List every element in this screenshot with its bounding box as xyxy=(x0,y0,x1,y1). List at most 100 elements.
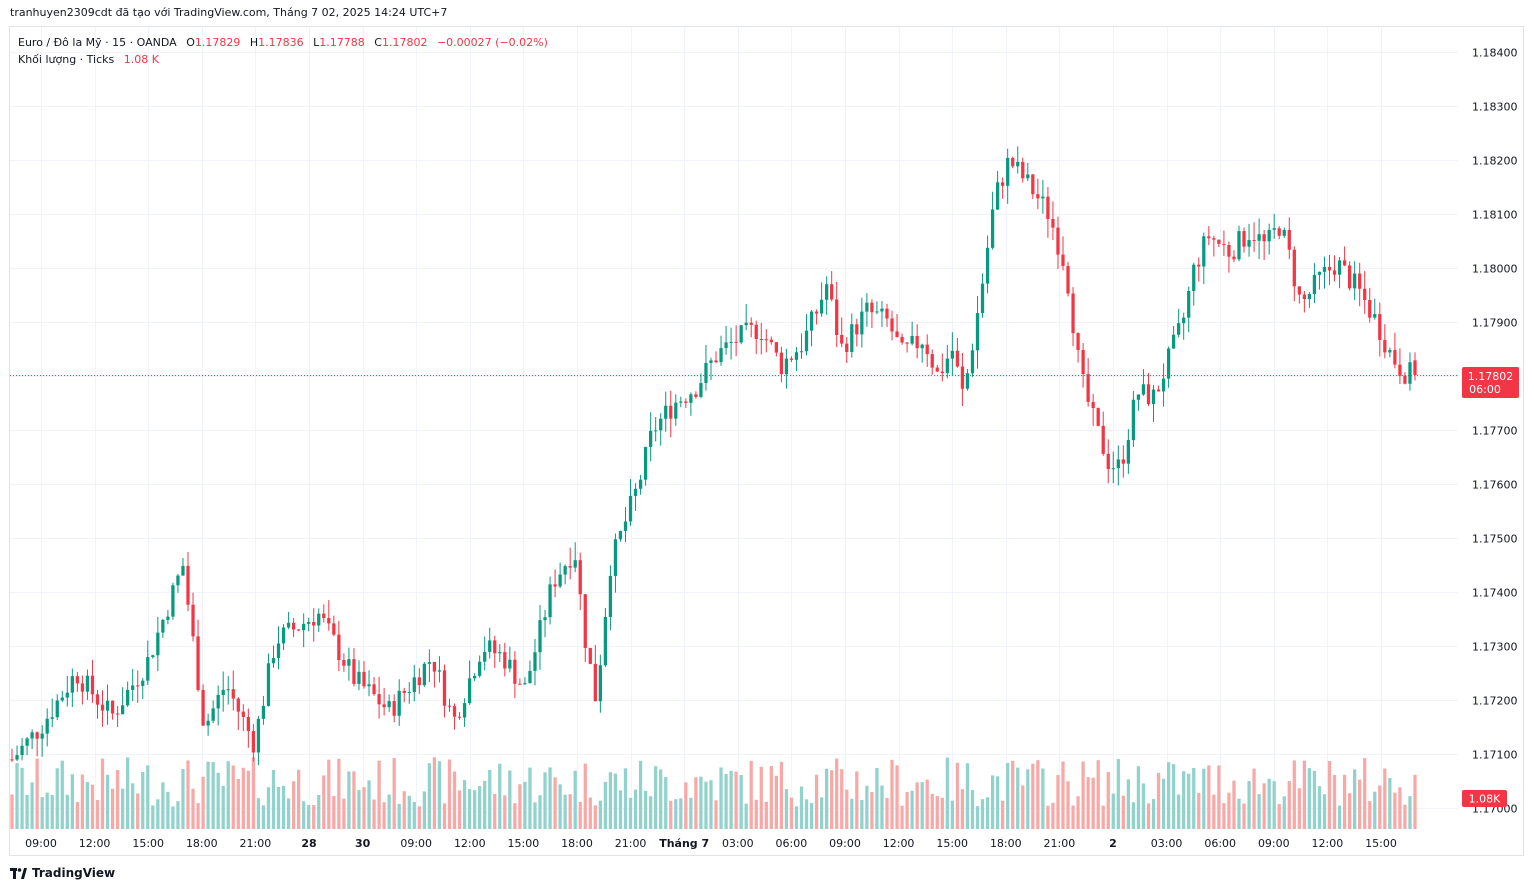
candle xyxy=(90,659,95,703)
candle-body xyxy=(618,530,623,540)
candle-body xyxy=(437,670,442,672)
candle xyxy=(377,676,381,719)
candle xyxy=(286,612,291,630)
candle xyxy=(1247,223,1251,257)
candle-body xyxy=(638,479,643,489)
volume-bar xyxy=(216,772,220,829)
candle xyxy=(136,670,140,703)
candle-body xyxy=(1091,401,1095,409)
volume-bar xyxy=(900,805,904,829)
candle-body xyxy=(518,683,522,685)
candle-body xyxy=(432,661,437,672)
volume-bar xyxy=(90,784,95,829)
time-tick-label: 18:00 xyxy=(186,837,218,850)
chart-legend: Euro / Đô la Mỹ · 15 · OANDA O1.17829 H1… xyxy=(18,34,548,68)
candle-body xyxy=(563,566,567,575)
volume-bar xyxy=(291,781,296,829)
candle-body xyxy=(704,362,708,384)
candle xyxy=(70,668,74,708)
volume-bar xyxy=(533,802,537,829)
candle xyxy=(830,271,834,302)
candle-body xyxy=(850,324,854,353)
volume-bar xyxy=(483,780,487,829)
candle-body xyxy=(25,738,29,746)
tradingview-brand: TradingView xyxy=(32,866,116,880)
volume-bar xyxy=(623,768,628,829)
candle-body xyxy=(664,405,668,419)
candle xyxy=(201,684,205,727)
candle-body xyxy=(1011,157,1015,167)
candle-body xyxy=(1222,243,1226,245)
candle-body xyxy=(35,732,39,739)
symbol-title[interactable]: Euro / Đô la Mỹ · 15 · OANDA xyxy=(18,36,177,49)
volume-bar xyxy=(1131,802,1136,829)
candle xyxy=(779,346,784,383)
volume-bar xyxy=(528,767,532,829)
volume-bar xyxy=(1166,762,1171,829)
candle xyxy=(588,647,592,665)
volume-bar xyxy=(885,797,889,829)
volume-bar xyxy=(608,772,613,829)
volume-bar xyxy=(975,806,980,829)
candle xyxy=(845,337,849,363)
candle xyxy=(649,412,653,462)
volume-bar xyxy=(769,766,773,829)
candle-body xyxy=(10,759,14,761)
candle xyxy=(1071,287,1075,347)
volume-bar xyxy=(915,782,919,829)
volume-bar xyxy=(327,759,331,829)
candle-body xyxy=(291,622,296,630)
tradingview-footer: TradingView xyxy=(10,866,115,880)
candle-body xyxy=(372,684,376,695)
candle xyxy=(442,664,447,718)
candle xyxy=(628,479,633,526)
candle-body xyxy=(181,565,185,576)
candle-body xyxy=(774,342,778,353)
candle-body xyxy=(95,694,100,705)
candle xyxy=(452,703,457,730)
candle xyxy=(55,694,59,721)
candle xyxy=(271,645,276,668)
volume-bar xyxy=(95,799,100,829)
candle-body xyxy=(558,574,562,587)
volume-bar xyxy=(297,769,301,829)
candle-body xyxy=(1408,362,1412,384)
volume-bar xyxy=(1001,800,1005,829)
candle-body xyxy=(633,488,638,496)
price-tick-label: 1.17400 xyxy=(1472,587,1518,600)
volume-bar xyxy=(1126,779,1130,829)
candle xyxy=(714,351,718,364)
candle-body xyxy=(860,311,864,335)
candle-body xyxy=(362,671,366,687)
candle-body xyxy=(166,616,170,620)
candle-body xyxy=(271,657,276,664)
volume-label[interactable]: Khối lượng · Ticks xyxy=(18,53,115,66)
candle-body xyxy=(1252,239,1256,241)
candle xyxy=(528,660,532,684)
candle xyxy=(1242,227,1246,253)
candle xyxy=(608,565,613,631)
candle-body xyxy=(317,613,321,626)
volume-bar xyxy=(593,805,597,829)
volume-bar xyxy=(1016,767,1020,829)
volume-bar xyxy=(563,794,567,829)
open-value: 1.17829 xyxy=(194,36,241,49)
candle xyxy=(367,670,371,697)
time-tick-label: 21:00 xyxy=(240,837,272,850)
candle xyxy=(1096,407,1100,427)
candle xyxy=(241,704,245,732)
volume-bar xyxy=(714,800,718,829)
candle-body xyxy=(30,732,34,739)
candle-body xyxy=(241,711,245,717)
candle-body xyxy=(20,745,24,756)
volume-bar xyxy=(181,769,185,829)
candle xyxy=(161,618,165,638)
candle xyxy=(814,309,819,325)
candle-body xyxy=(221,689,225,695)
volume-bar xyxy=(603,782,608,829)
last-price-value: 1.17802 xyxy=(1468,370,1514,383)
candle xyxy=(1041,179,1045,214)
candle xyxy=(352,648,356,687)
candle-body xyxy=(342,660,346,666)
